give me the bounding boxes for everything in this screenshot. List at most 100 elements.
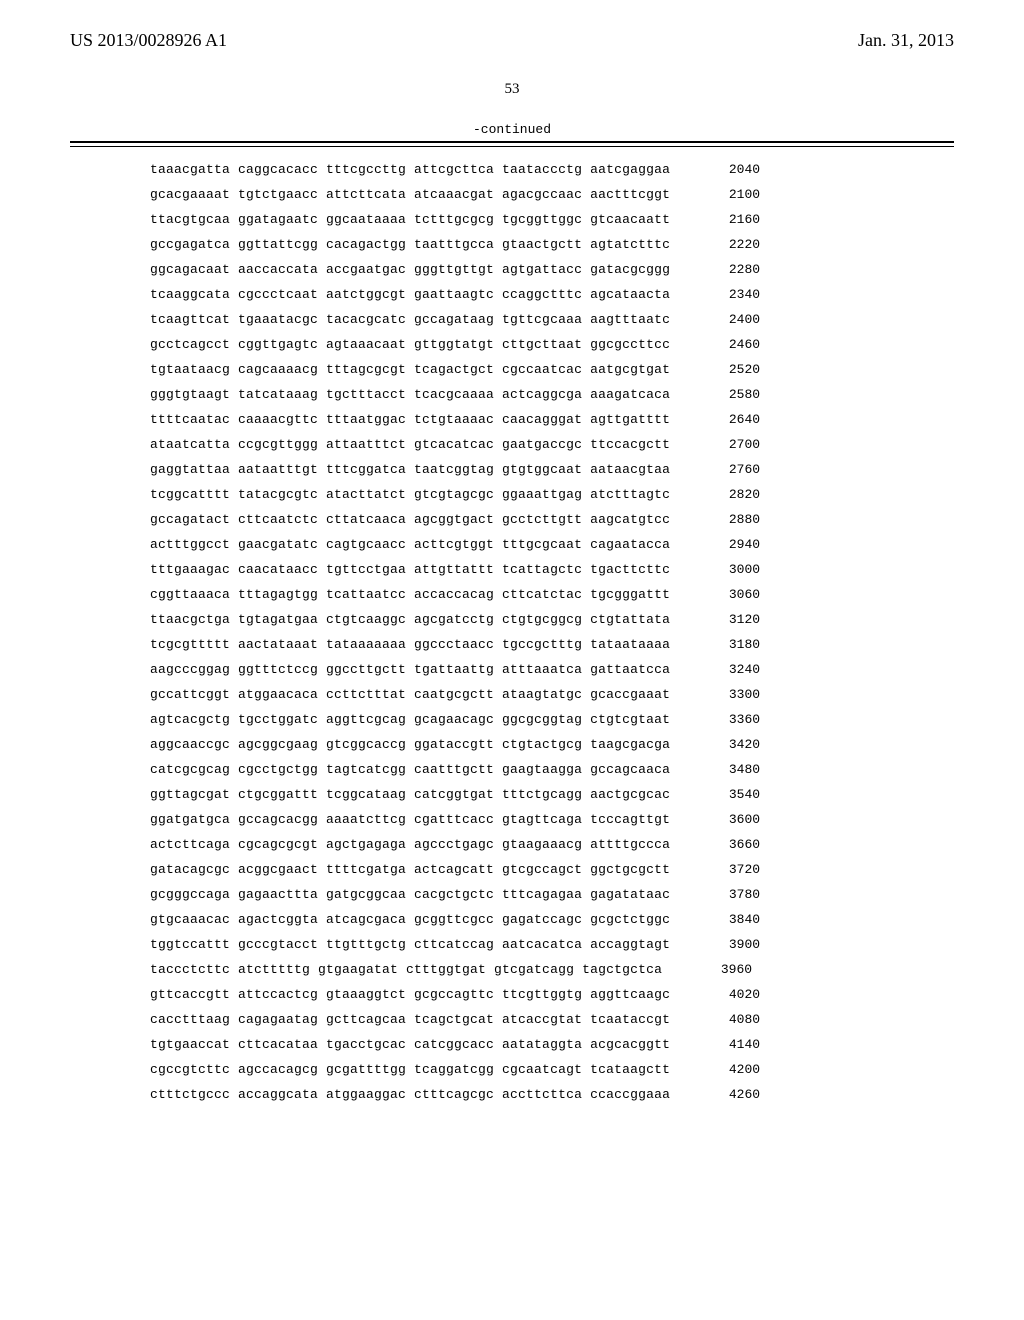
sequence-position: 3840 bbox=[700, 913, 760, 926]
sequence-position: 2820 bbox=[700, 488, 760, 501]
sequence-row: cggttaaaca tttagagtgg tcattaatcc accacca… bbox=[150, 588, 954, 601]
sequence-listing: taaacgatta caggcacacc tttcgccttg attcgct… bbox=[150, 163, 954, 1101]
sequence-row: ggcagacaat aaccaccata accgaatgac gggttgt… bbox=[150, 263, 954, 276]
sequence-row: actttggcct gaacgatatc cagtgcaacc acttcgt… bbox=[150, 538, 954, 551]
sequence-position: 2400 bbox=[700, 313, 760, 326]
sequence-groups: tggtccattt gcccgtacct ttgtttgctg cttcatc… bbox=[150, 937, 670, 952]
sequence-groups: gcacgaaaat tgtctgaacc attcttcata atcaaac… bbox=[150, 187, 670, 202]
sequence-groups: tcgcgttttt aactataaat tataaaaaaa ggcccta… bbox=[150, 637, 670, 652]
sequence-groups: aggcaaccgc agcggcgaag gtcggcaccg ggatacc… bbox=[150, 737, 670, 752]
publication-number: US 2013/0028926 A1 bbox=[70, 30, 227, 51]
sequence-groups: gcctcagcct cggttgagtc agtaaacaat gttggta… bbox=[150, 337, 670, 352]
sequence-position: 2520 bbox=[700, 363, 760, 376]
sequence-row: agtcacgctg tgcctggatc aggttcgcag gcagaac… bbox=[150, 713, 954, 726]
sequence-position: 2700 bbox=[700, 438, 760, 451]
sequence-row: aagcccggag ggtttctccg ggccttgctt tgattaa… bbox=[150, 663, 954, 676]
sequence-groups: actttggcct gaacgatatc cagtgcaacc acttcgt… bbox=[150, 537, 670, 552]
sequence-groups: aagcccggag ggtttctccg ggccttgctt tgattaa… bbox=[150, 662, 670, 677]
sequence-groups: cggttaaaca tttagagtgg tcattaatcc accacca… bbox=[150, 587, 670, 602]
sequence-groups: ttttcaatac caaaacgttc tttaatggac tctgtaa… bbox=[150, 412, 670, 427]
sequence-position: 2460 bbox=[700, 338, 760, 351]
sequence-groups: tttgaaagac caacataacc tgttcctgaa attgtta… bbox=[150, 562, 670, 577]
sequence-position: 2040 bbox=[700, 163, 760, 176]
sequence-position: 3000 bbox=[700, 563, 760, 576]
sequence-row: gcacgaaaat tgtctgaacc attcttcata atcaaac… bbox=[150, 188, 954, 201]
sequence-position: 3960 bbox=[692, 963, 752, 976]
sequence-row: aggcaaccgc agcggcgaag gtcggcaccg ggatacc… bbox=[150, 738, 954, 751]
sequence-position: 2580 bbox=[700, 388, 760, 401]
sequence-position: 3120 bbox=[700, 613, 760, 626]
sequence-row: catcgcgcag cgcctgctgg tagtcatcgg caatttg… bbox=[150, 763, 954, 776]
sequence-groups: tcaaggcata cgccctcaat aatctggcgt gaattaa… bbox=[150, 287, 670, 302]
sequence-position: 3420 bbox=[700, 738, 760, 751]
sequence-row: tgtgaaccat cttcacataa tgacctgcac catcggc… bbox=[150, 1038, 954, 1051]
sequence-groups: ggttagcgat ctgcggattt tcggcataag catcggt… bbox=[150, 787, 670, 802]
sequence-groups: ctttctgccc accaggcata atggaaggac ctttcag… bbox=[150, 1087, 670, 1102]
sequence-row: ttttcaatac caaaacgttc tttaatggac tctgtaa… bbox=[150, 413, 954, 426]
sequence-row: tcgcgttttt aactataaat tataaaaaaa ggcccta… bbox=[150, 638, 954, 651]
sequence-position: 2340 bbox=[700, 288, 760, 301]
sequence-position: 3780 bbox=[700, 888, 760, 901]
sequence-position: 4020 bbox=[700, 988, 760, 1001]
sequence-position: 3600 bbox=[700, 813, 760, 826]
sequence-row: cacctttaag cagagaatag gcttcagcaa tcagctg… bbox=[150, 1013, 954, 1026]
sequence-groups: gaggtattaa aataatttgt tttcggatca taatcgg… bbox=[150, 462, 670, 477]
sequence-row: ttaacgctga tgtagatgaa ctgtcaaggc agcgatc… bbox=[150, 613, 954, 626]
sequence-row: gcctcagcct cggttgagtc agtaaacaat gttggta… bbox=[150, 338, 954, 351]
sequence-groups: tgtaataacg cagcaaaacg tttagcgcgt tcagact… bbox=[150, 362, 670, 377]
sequence-groups: gcgggccaga gagaacttta gatgcggcaa cacgctg… bbox=[150, 887, 670, 902]
sequence-position: 3720 bbox=[700, 863, 760, 876]
sequence-groups: gccagatact cttcaatctc cttatcaaca agcggtg… bbox=[150, 512, 670, 527]
page-header: US 2013/0028926 A1 Jan. 31, 2013 bbox=[70, 30, 954, 51]
sequence-row: actcttcaga cgcagcgcgt agctgagaga agccctg… bbox=[150, 838, 954, 851]
sequence-groups: actcttcaga cgcagcgcgt agctgagaga agccctg… bbox=[150, 837, 670, 852]
sequence-position: 3300 bbox=[700, 688, 760, 701]
sequence-groups: gccgagatca ggttattcgg cacagactgg taatttg… bbox=[150, 237, 670, 252]
sequence-position: 2940 bbox=[700, 538, 760, 551]
sequence-position: 3240 bbox=[700, 663, 760, 676]
sequence-position: 3540 bbox=[700, 788, 760, 801]
sequence-row: tgtaataacg cagcaaaacg tttagcgcgt tcagact… bbox=[150, 363, 954, 376]
sequence-position: 2280 bbox=[700, 263, 760, 276]
sequence-position: 3900 bbox=[700, 938, 760, 951]
header-rule bbox=[70, 141, 954, 147]
sequence-groups: gtgcaaacac agactcggta atcagcgaca gcggttc… bbox=[150, 912, 670, 927]
sequence-row: tggtccattt gcccgtacct ttgtttgctg cttcatc… bbox=[150, 938, 954, 951]
sequence-row: gccagatact cttcaatctc cttatcaaca agcggtg… bbox=[150, 513, 954, 526]
sequence-row: gatacagcgc acggcgaact ttttcgatga actcagc… bbox=[150, 863, 954, 876]
sequence-position: 2880 bbox=[700, 513, 760, 526]
sequence-groups: cacctttaag cagagaatag gcttcagcaa tcagctg… bbox=[150, 1012, 670, 1027]
sequence-position: 4080 bbox=[700, 1013, 760, 1026]
sequence-position: 4140 bbox=[700, 1038, 760, 1051]
sequence-groups: catcgcgcag cgcctgctgg tagtcatcgg caatttg… bbox=[150, 762, 670, 777]
sequence-row: ttacgtgcaa ggatagaatc ggcaataaaa tctttgc… bbox=[150, 213, 954, 226]
sequence-row: gttcaccgtt attccactcg gtaaaggtct gcgccag… bbox=[150, 988, 954, 1001]
sequence-row: gccgagatca ggttattcgg cacagactgg taatttg… bbox=[150, 238, 954, 251]
sequence-row: ggttagcgat ctgcggattt tcggcataag catcggt… bbox=[150, 788, 954, 801]
sequence-position: 3180 bbox=[700, 638, 760, 651]
sequence-row: gtgcaaacac agactcggta atcagcgaca gcggttc… bbox=[150, 913, 954, 926]
sequence-groups: tgtgaaccat cttcacataa tgacctgcac catcggc… bbox=[150, 1037, 670, 1052]
sequence-row: tcaagttcat tgaaatacgc tacacgcatc gccagat… bbox=[150, 313, 954, 326]
sequence-position: 3360 bbox=[700, 713, 760, 726]
sequence-groups: agtcacgctg tgcctggatc aggttcgcag gcagaac… bbox=[150, 712, 670, 727]
sequence-row: gcgggccaga gagaacttta gatgcggcaa cacgctg… bbox=[150, 888, 954, 901]
sequence-groups: ataatcatta ccgcgttggg attaatttct gtcacat… bbox=[150, 437, 670, 452]
sequence-groups: gccattcggt atggaacaca ccttctttat caatgcg… bbox=[150, 687, 670, 702]
sequence-groups: gggtgtaagt tatcataaag tgctttacct tcacgca… bbox=[150, 387, 670, 402]
sequence-position: 2220 bbox=[700, 238, 760, 251]
sequence-position: 3660 bbox=[700, 838, 760, 851]
sequence-row: taccctcttc atctttttg gtgaagatat ctttggtg… bbox=[150, 963, 954, 976]
sequence-position: 4260 bbox=[700, 1088, 760, 1101]
sequence-groups: cgccgtcttc agccacagcg gcgattttgg tcaggat… bbox=[150, 1062, 670, 1077]
sequence-position: 2100 bbox=[700, 188, 760, 201]
sequence-position: 3060 bbox=[700, 588, 760, 601]
sequence-position: 3480 bbox=[700, 763, 760, 776]
sequence-groups: taccctcttc atctttttg gtgaagatat ctttggtg… bbox=[150, 962, 662, 977]
sequence-row: tttgaaagac caacataacc tgttcctgaa attgtta… bbox=[150, 563, 954, 576]
sequence-row: ggatgatgca gccagcacgg aaaatcttcg cgatttc… bbox=[150, 813, 954, 826]
sequence-row: tcaaggcata cgccctcaat aatctggcgt gaattaa… bbox=[150, 288, 954, 301]
sequence-groups: tcggcatttt tatacgcgtc atacttatct gtcgtag… bbox=[150, 487, 670, 502]
publication-date: Jan. 31, 2013 bbox=[858, 30, 954, 51]
sequence-row: gaggtattaa aataatttgt tttcggatca taatcgg… bbox=[150, 463, 954, 476]
